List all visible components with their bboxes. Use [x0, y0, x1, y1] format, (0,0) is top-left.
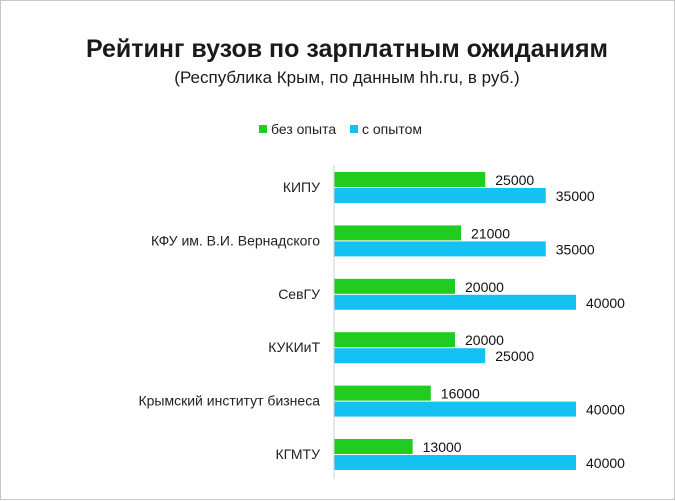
bar-no-experience: [334, 225, 462, 241]
data-label: 35000: [556, 241, 595, 257]
data-label: 13000: [423, 439, 462, 455]
chart-subtitle: (Республика Крым, по данным hh.ru, в руб…: [174, 68, 519, 87]
bar-no-experience: [334, 385, 431, 401]
data-label: 21000: [471, 225, 510, 241]
category-label: Крымский институт бизнеса: [138, 393, 320, 409]
legend-label-1: без опыта: [271, 121, 336, 137]
bar-with-experience: [334, 455, 576, 470]
data-label: 40000: [586, 455, 625, 471]
legend-swatch-2: [350, 125, 358, 133]
category-label: КУКИиТ: [268, 339, 320, 355]
data-label: 25000: [495, 172, 534, 188]
bar-no-experience: [334, 172, 486, 187]
data-label: 40000: [586, 295, 625, 311]
bar-no-experience: [334, 332, 455, 348]
bar-no-experience: [334, 278, 455, 294]
data-label: 40000: [586, 402, 625, 418]
bar-with-experience: [334, 294, 576, 310]
bar-with-experience: [334, 348, 486, 364]
bar-with-experience: [334, 401, 576, 417]
data-label: 20000: [465, 332, 504, 348]
category-label: КИПУ: [283, 179, 320, 195]
legend-swatch-1: [259, 125, 267, 133]
data-label: 25000: [495, 348, 534, 364]
bar-with-experience: [334, 188, 546, 203]
category-label: КФУ им. В.И. Вернадского: [151, 232, 320, 248]
legend: без опыта с опытом: [259, 121, 422, 137]
data-label: 16000: [441, 386, 480, 402]
data-label: 20000: [465, 279, 504, 295]
bar-with-experience: [334, 241, 546, 257]
data-label: 35000: [556, 188, 595, 204]
chart-title: Рейтинг вузов по зарплатным ожиданиям: [86, 35, 608, 63]
bar-no-experience: [334, 439, 413, 454]
category-label: КГМТУ: [275, 446, 320, 462]
plot-area: КИПУ 25000 35000 КФУ им. В.И. Вернадского 21…: [138, 165, 625, 479]
category-label: СевГУ: [278, 286, 320, 302]
legend-label-2: с опытом: [362, 121, 422, 137]
